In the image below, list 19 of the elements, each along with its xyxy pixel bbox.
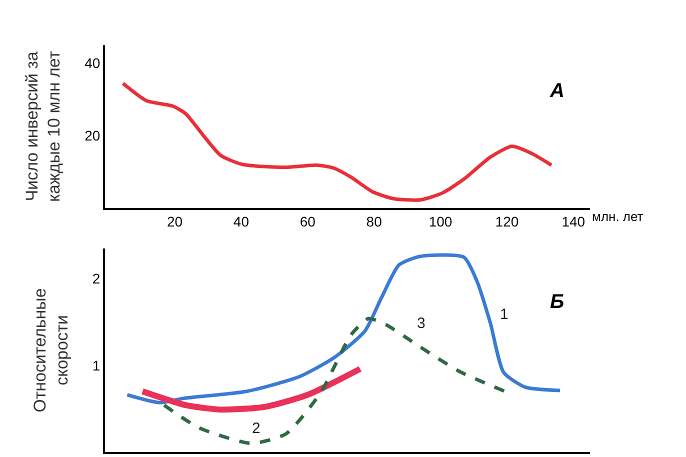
x-tick-label: 100 [428, 214, 452, 230]
y-axis-title: Число инверсий за каждые 10 млн лет [22, 50, 64, 202]
y-tick-label: 1 [92, 357, 100, 374]
x-tick-label: 140 [562, 214, 586, 230]
y-axis-title: Относительные скорости [30, 288, 72, 412]
annotation: А [549, 80, 564, 102]
y-tick-label: 2 [92, 270, 100, 287]
annotation: 2 [252, 420, 260, 437]
x-tick-label: 80 [366, 214, 382, 230]
x-tick-label: 40 [233, 214, 250, 230]
x-axis-title: млн. лет [592, 209, 644, 224]
y-tick-label: 20 [84, 127, 100, 144]
annotation: Б [550, 291, 564, 313]
x-tick-label: 120 [495, 214, 519, 230]
x-tick-label: 60 [300, 214, 316, 230]
annotation: 3 [417, 315, 426, 332]
x-tick-label: 20 [166, 214, 183, 230]
annotation: 1 [500, 306, 508, 323]
y-tick-label: 40 [84, 54, 100, 71]
